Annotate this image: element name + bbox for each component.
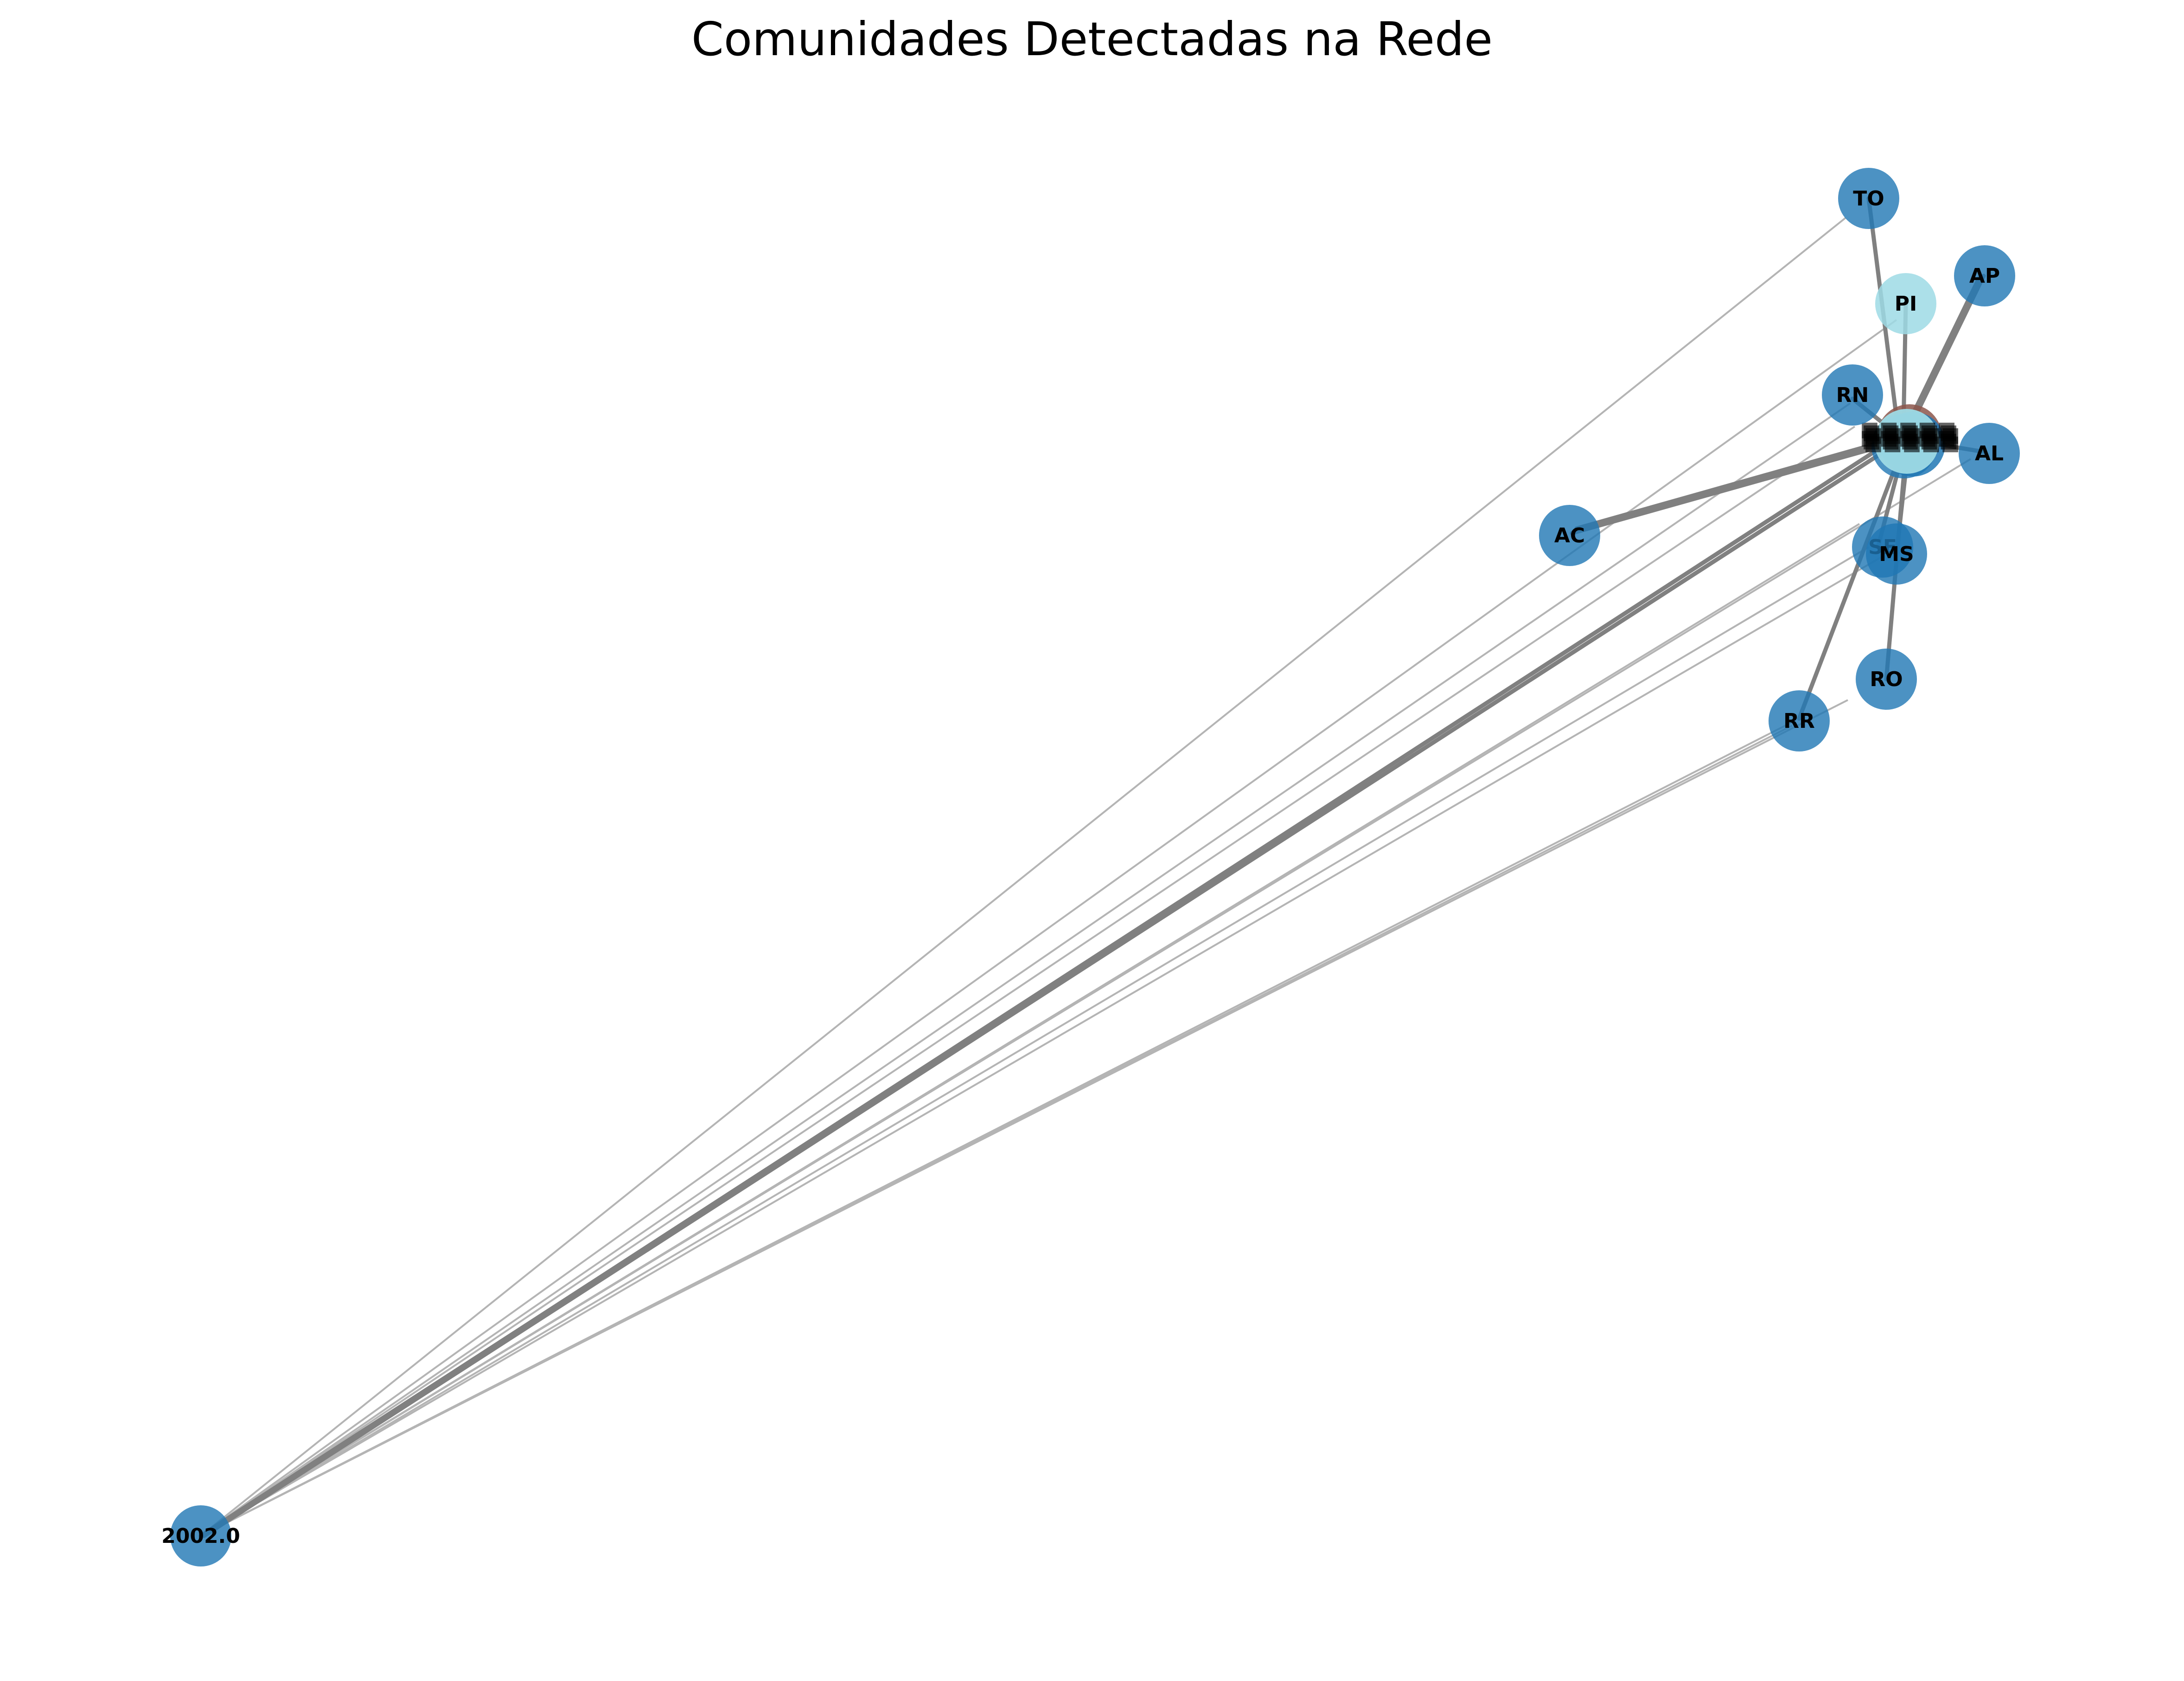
node-circle: [1954, 245, 2015, 306]
node-AL: AL: [1959, 423, 2020, 484]
cluster-label-glyph: ■■■■■: [1860, 426, 1956, 449]
edge: [200, 426, 1856, 1537]
edge: [200, 402, 1851, 1537]
edge: [200, 319, 1897, 1537]
node-label: AP: [1969, 264, 2000, 288]
node-circle: [1856, 649, 1917, 710]
node-label: AL: [1975, 442, 2004, 465]
node-circle: [1838, 168, 1899, 229]
node-circle: [1959, 423, 2020, 484]
node-RO: RO: [1856, 649, 1917, 710]
edge: [1574, 436, 1899, 531]
edge: [200, 546, 1870, 1537]
node-label: MS: [1879, 542, 1914, 566]
node-PI: PI: [1875, 273, 1936, 334]
node-TO: TO: [1838, 168, 1899, 229]
node-label: RO: [1870, 668, 1903, 691]
node-circle: [1866, 523, 1927, 585]
thick-edges: [198, 196, 1987, 1538]
node-RN: RN: [1822, 364, 1883, 426]
edge: [198, 438, 1894, 1538]
node-label: TO: [1853, 187, 1884, 210]
figure-title: Comunidades Detectadas na Rede: [691, 12, 1493, 66]
node-MS: MS: [1866, 523, 1927, 585]
node-label: PI: [1895, 292, 1917, 316]
edge: [200, 217, 1846, 1537]
edge: [200, 555, 1884, 1537]
node-label: RN: [1836, 383, 1869, 407]
central-node-cluster: ■■■■■■■■■■■■■■■■■■■■■■■■■■■■■■: [1860, 404, 1960, 478]
node-label: RR: [1783, 709, 1815, 733]
cluster-label-glyph: ■■■■■: [1864, 423, 1960, 446]
nodes-layer: ■■■■■■■■■■■■■■■■■■■■■■■■■■■■■■ TO AP PI RN AL…: [161, 168, 2020, 1566]
cluster-label-glyph: ■■■■■: [1860, 417, 1956, 441]
edge: [1570, 440, 1897, 535]
node-circle: [1875, 273, 1936, 334]
node-AC: AC: [1539, 505, 1600, 566]
cluster-label-glyph: ■■■■■: [1862, 420, 1958, 444]
thin-edges: [200, 217, 1972, 1537]
node-label: AC: [1554, 524, 1585, 548]
edge: [200, 523, 1860, 1537]
node-circle: [1769, 690, 1830, 751]
edge: [200, 725, 1793, 1537]
node-circle: [1539, 505, 1600, 566]
cluster-label-glyph: ■■■■■: [1864, 431, 1960, 455]
node-circle: [170, 1505, 231, 1566]
node-AP: AP: [1954, 245, 2015, 306]
node-circle: [1822, 364, 1883, 426]
node-2002-0: 2002.0: [161, 1505, 240, 1566]
cluster-label-glyph: ■■■■■: [1862, 428, 1958, 452]
node-RR: RR: [1769, 690, 1830, 751]
edge: [1797, 450, 1903, 721]
cluster-node: [1874, 409, 1939, 474]
edge: [202, 443, 1897, 1538]
node-label: 2002.0: [161, 1524, 240, 1548]
